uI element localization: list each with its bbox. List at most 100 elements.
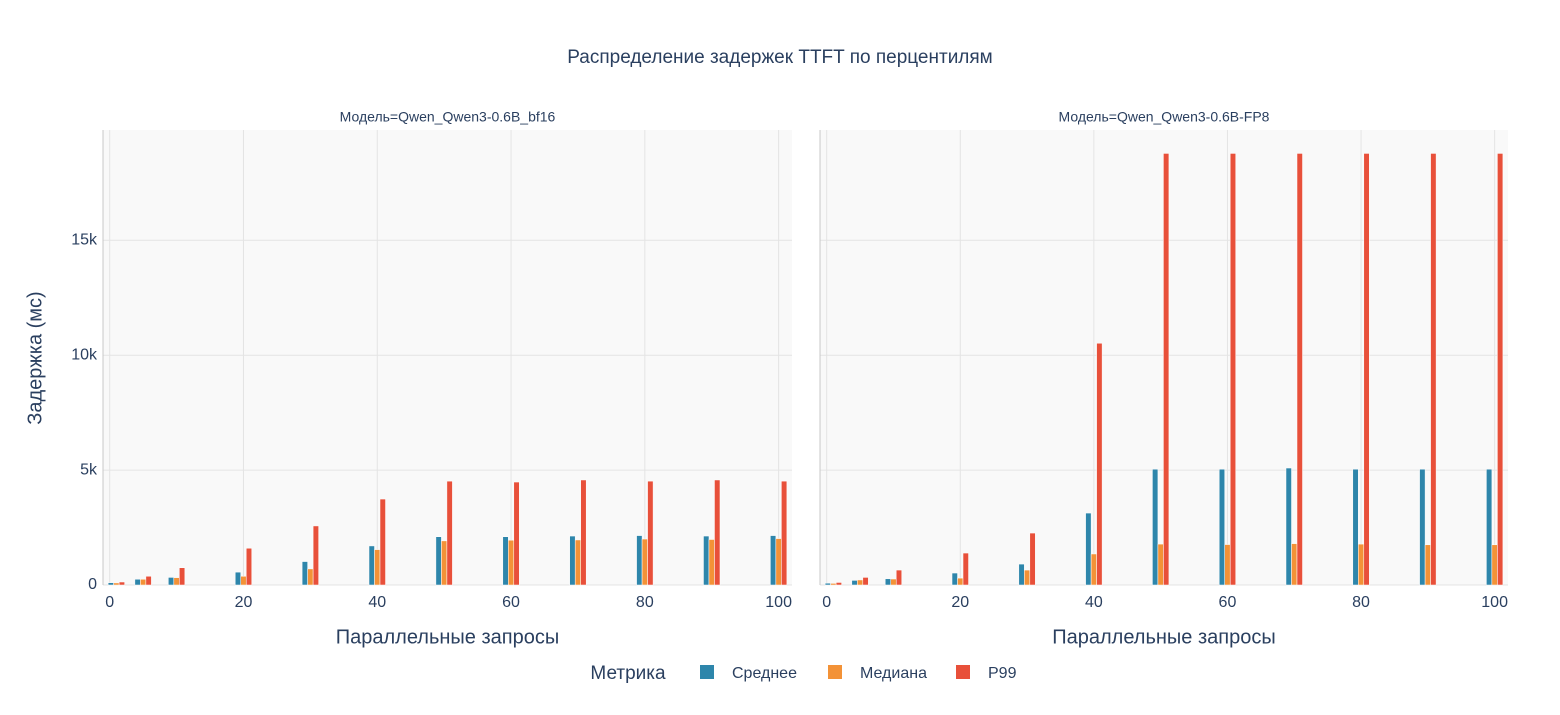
bar (647, 480, 654, 586)
bar (435, 536, 442, 586)
legend-label: Среднее (732, 665, 797, 682)
bar (1285, 467, 1292, 586)
bar (446, 480, 453, 586)
y-tick-label: 10k (71, 346, 98, 363)
bar (884, 578, 891, 586)
bar (1218, 468, 1225, 586)
legend-label: P99 (988, 665, 1017, 682)
bar (1497, 153, 1504, 586)
y-tick-label: 15k (71, 232, 98, 249)
x-tick-label: 40 (368, 594, 386, 611)
bar (1352, 468, 1359, 586)
bar (957, 577, 964, 586)
x-tick-label: 20 (951, 594, 969, 611)
bar (368, 545, 375, 586)
x-tick-label: 60 (1219, 594, 1237, 611)
bar (113, 582, 120, 586)
bar (1486, 468, 1493, 586)
bar (580, 479, 587, 586)
chart-title: Распределение задержек TTFT по перцентил… (567, 47, 993, 68)
bar (962, 552, 969, 586)
bar (1024, 569, 1031, 586)
bar (513, 481, 520, 586)
subplot-title: Модель=Qwen_Qwen3-0.6B-FP8 (1059, 109, 1270, 125)
x-tick-label: 20 (235, 594, 253, 611)
bar (1090, 553, 1097, 586)
bar (1085, 512, 1092, 586)
bar (895, 569, 902, 586)
x-axis-label: Параллельные запросы (1052, 626, 1275, 648)
bar (1018, 563, 1025, 586)
bar (714, 479, 721, 586)
bar (502, 536, 509, 586)
bar (1163, 153, 1170, 586)
bar (508, 539, 515, 586)
bar (134, 579, 141, 586)
bar (1419, 468, 1426, 586)
bar (307, 568, 314, 586)
x-tick-label: 80 (636, 594, 654, 611)
bar (234, 571, 241, 586)
bar (1296, 153, 1303, 586)
legend-swatch (828, 665, 842, 679)
bar (641, 538, 648, 586)
bar (1491, 544, 1498, 586)
bar (374, 549, 381, 586)
x-tick-label: 0 (105, 594, 114, 611)
bar (1424, 544, 1431, 586)
bar (862, 577, 869, 586)
bar (835, 582, 842, 586)
bar (636, 535, 643, 586)
bar (574, 539, 581, 586)
bar (1430, 153, 1437, 586)
bar (312, 525, 319, 586)
y-tick-label: 5k (80, 461, 98, 478)
legend-swatch (956, 665, 970, 679)
x-tick-label: 100 (765, 594, 792, 611)
bar (775, 538, 782, 586)
bar (1157, 543, 1164, 586)
bar (1152, 468, 1159, 586)
bar (118, 581, 125, 586)
legend-label: Медиана (860, 665, 927, 682)
bar (1224, 544, 1231, 586)
bar (781, 480, 788, 586)
bar (824, 582, 831, 586)
bar (830, 583, 837, 586)
legend-swatch (700, 665, 714, 679)
bar (107, 582, 114, 586)
bar (145, 576, 152, 586)
x-tick-label: 0 (822, 594, 831, 611)
y-tick-label: 0 (88, 576, 97, 593)
bar (857, 579, 864, 586)
bar (245, 547, 252, 586)
x-tick-label: 100 (1481, 594, 1508, 611)
y-axis-label: Задержка (мс) (24, 291, 46, 424)
x-tick-label: 60 (502, 594, 520, 611)
bar (379, 498, 386, 586)
bar (179, 567, 186, 586)
bar (168, 577, 175, 586)
subplot-title: Модель=Qwen_Qwen3-0.6B_bf16 (340, 109, 556, 125)
bar (173, 577, 180, 586)
bar (708, 539, 715, 586)
bar (1363, 153, 1370, 586)
bar (240, 576, 247, 586)
x-tick-label: 80 (1352, 594, 1370, 611)
bar (140, 579, 147, 586)
bar (770, 535, 777, 586)
bar (301, 561, 308, 586)
bar (703, 535, 710, 586)
bar (1096, 343, 1103, 586)
bar (951, 572, 958, 586)
bar (1358, 543, 1365, 586)
bar (851, 580, 858, 586)
bar (1229, 153, 1236, 586)
x-axis-label: Параллельные запросы (336, 626, 559, 648)
bar (890, 578, 897, 586)
bar (1291, 543, 1298, 586)
bar (1029, 532, 1036, 586)
legend-title: Метрика (590, 663, 666, 684)
